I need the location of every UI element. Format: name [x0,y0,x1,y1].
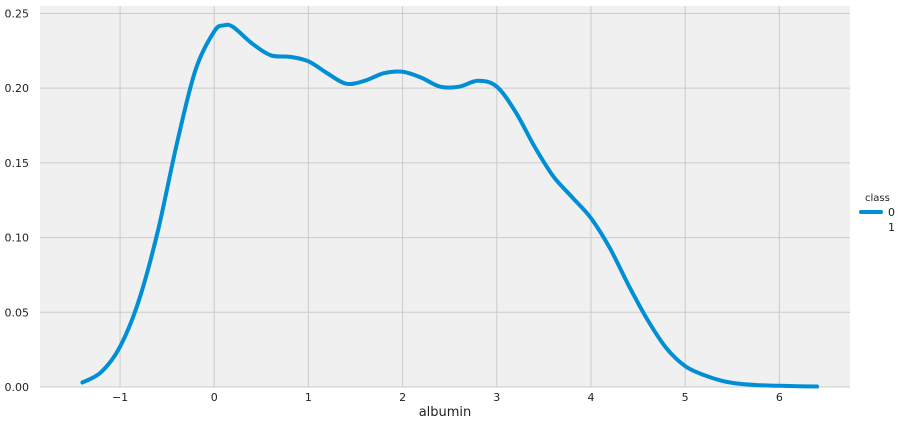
y-tick-label: 0.00 [5,381,30,394]
y-tick-label: 0.25 [5,7,30,20]
y-tick-label: 0.10 [5,232,30,245]
y-tick-label: 0.15 [5,157,30,170]
plot-background [40,6,850,387]
x-tick-label: 4 [587,391,594,404]
x-tick-label: 2 [399,391,406,404]
series-line-class-0 [80,22,820,389]
x-tick-label: 6 [776,391,783,404]
x-tick-label: 5 [682,391,689,404]
legend-entries: 01 [859,206,895,234]
x-tick-label: 0 [211,391,218,404]
tick-labels: −1 0 1 2 3 4 5 6 0.00 0.05 0.10 0.15 0.20 0.25 [5,7,783,404]
y-tick-label: 0.20 [5,82,30,95]
legend-title: class [865,193,890,204]
x-tick-label: 3 [493,391,500,404]
legend: class 01 [859,193,895,234]
legend-label-class-1: 1 [888,221,895,234]
x-axis-label: albumin [419,405,472,420]
y-tick-label: 0.05 [5,306,30,319]
series-layer [80,22,820,389]
legend-label-class-0: 0 [888,206,895,219]
x-tick-label: 1 [305,391,312,404]
x-tick-label: −1 [112,391,128,404]
